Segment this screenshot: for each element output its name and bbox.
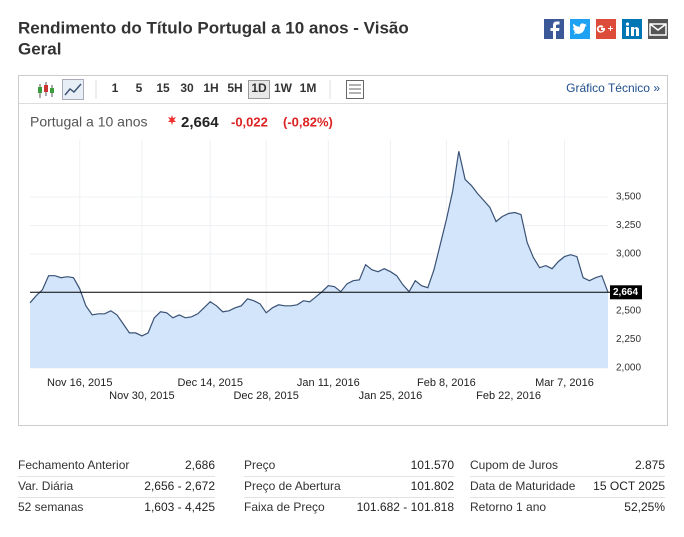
stat-label: Cupom de Juros (470, 458, 558, 472)
period-button[interactable]: 5 (136, 81, 143, 95)
quote: Portugal a 10 anos 2,664 -0,022 (-0,82%) (30, 114, 333, 131)
icon (349, 84, 361, 94)
stat-value: 15 OCT 2025 (593, 479, 665, 493)
icon (596, 25, 613, 33)
stat-label: Var. Diária (18, 479, 73, 493)
stat-label: Preço (244, 458, 276, 472)
change: -0,022 (231, 114, 268, 129)
icon (38, 87, 42, 93)
x-tick-label: Dec 28, 2015 (233, 390, 298, 402)
change-percent: (-0,82%) (283, 114, 333, 129)
stat-value: 2.875 (635, 458, 665, 472)
share-icons[interactable] (544, 19, 668, 39)
candle-button[interactable] (38, 82, 54, 98)
icon (573, 23, 587, 35)
period-selected (248, 80, 270, 99)
y-tick-label: 2,250 (616, 334, 641, 345)
email[interactable] (648, 19, 668, 39)
stat-label: Retorno 1 ano (470, 500, 546, 514)
title: Rendimento do Título Portugal a 10 anos … (18, 18, 409, 37)
stat-label: Faixa de Preço (244, 500, 325, 514)
period-button[interactable]: 1W (274, 81, 293, 95)
current-label-bg (610, 285, 642, 300)
x-tick-label: Nov 16, 2015 (47, 377, 112, 389)
period-button[interactable]: 1D (251, 81, 267, 95)
title: Geral (18, 39, 61, 58)
stat-label: 52 semanas (18, 500, 83, 514)
x-tick-label: Feb 22, 2016 (476, 390, 541, 402)
stat-value: 52,25% (624, 500, 665, 514)
y-tick-label: 3,000 (616, 249, 641, 260)
stat-value: 2,656 - 2,672 (144, 479, 215, 493)
stat-value: 1,603 - 4,425 (144, 500, 215, 514)
stat-label: Data de Maturidade (470, 479, 576, 493)
y-tick-label: 3,250 (616, 220, 641, 231)
stat-value: 101.802 (411, 479, 455, 493)
stat-value: 2,686 (185, 458, 215, 472)
icon (550, 21, 560, 39)
y-tick-label: 3,500 (616, 192, 641, 203)
period-button[interactable]: 30 (180, 81, 194, 95)
icon (50, 88, 54, 93)
stat-value: 101.682 - 101.818 (357, 500, 455, 514)
period-button[interactable]: 5H (227, 81, 242, 95)
x-tick-label: Feb 8, 2016 (417, 377, 476, 389)
period-button[interactable]: 15 (156, 81, 170, 95)
x-tick-label: Jan 25, 2016 (359, 390, 423, 402)
icon (625, 22, 639, 36)
x-tick-label: Jan 11, 2016 (297, 377, 360, 389)
area (30, 151, 608, 368)
period-button[interactable]: 1 (112, 81, 119, 95)
google-plus[interactable] (596, 19, 616, 39)
y-tick-label: 2,000 (616, 363, 641, 374)
x-tick-label: Nov 30, 2015 (109, 390, 174, 402)
icon (64, 83, 82, 96)
icon (649, 23, 667, 36)
line (29, 151, 609, 337)
period-button[interactable]: 1M (300, 81, 317, 95)
line-button[interactable] (62, 79, 84, 100)
stat-label: Preço de Abertura (244, 479, 341, 493)
technical-chart-link[interactable]: Gráfico Técnico » (566, 81, 660, 95)
x-tick-label: Dec 14, 2015 (178, 377, 243, 389)
instrument-name: Portugal a 10 anos (30, 114, 148, 130)
toolbar (19, 76, 667, 103)
current-label: 2,664 (613, 287, 638, 298)
x-tick-label: Mar 7, 2016 (535, 377, 594, 389)
delay-star (168, 115, 176, 125)
price: 2,664 (181, 114, 219, 131)
icon (44, 85, 48, 92)
y-tick-label: 2,500 (616, 306, 641, 317)
period-button[interactable]: 1H (203, 81, 218, 95)
stat-value: 101.570 (411, 458, 455, 472)
stat-label: Fechamento Anterior (18, 458, 129, 472)
